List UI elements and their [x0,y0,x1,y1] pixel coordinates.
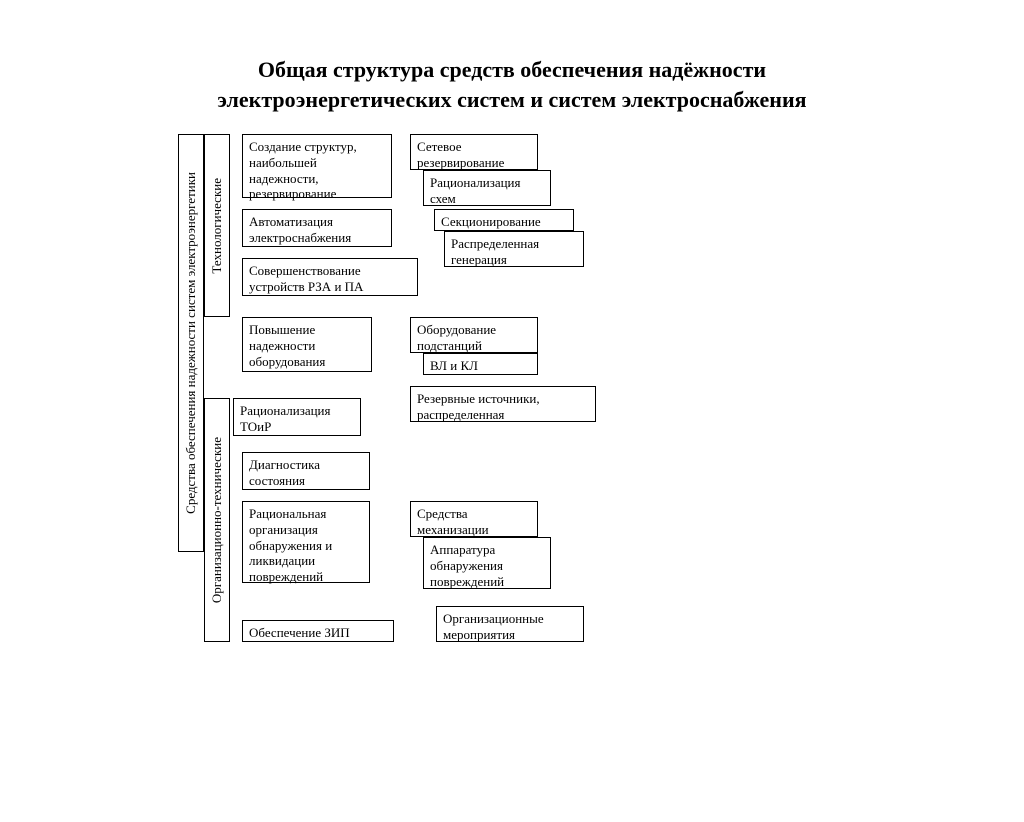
vlabel-text-tech: Технологические [209,178,225,274]
vlabel-orgtech: Организационно-технические [204,398,230,642]
vlabel-tech: Технологические [204,134,230,317]
box-b1: Сетевое резервирование [410,134,538,170]
title-line-1: Общая структура средств обеспечения надё… [258,57,766,82]
box-a3: Совершенствование устройств РЗА и ПА [242,258,418,296]
box-a6: Диагностика состояния [242,452,370,490]
box-d2: Аппаратура обнаружения повреждений [423,537,551,589]
title-line-2: электроэнергетических систем и систем эл… [217,87,806,112]
box-b4: Распределенная генерация [444,231,584,267]
box-b2: Рационализация схем [423,170,551,206]
box-a4: Повышение надежности оборудования [242,317,372,372]
page-title: Общая структура средств обеспечения надё… [0,55,1024,114]
box-a2: Автоматизация электроснабжения [242,209,392,247]
box-c3: Резервные источники, распределенная [410,386,596,422]
box-c1: Оборудование подстанций [410,317,538,353]
box-d3: Организационные мероприятия [436,606,584,642]
vlabel-text-root: Средства обеспечения надежности систем э… [183,172,199,514]
box-a8: Обеспечение ЗИП [242,620,394,642]
vlabel-text-orgtech: Организационно-технические [209,437,225,603]
box-b3: Секционирование [434,209,574,231]
box-a7: Рациональная организация обнаружения и л… [242,501,370,583]
structure-diagram: Средства обеспечения надежности систем э… [178,134,858,694]
vlabel-root: Средства обеспечения надежности систем э… [178,134,204,552]
box-c2: ВЛ и КЛ [423,353,538,375]
box-d1: Средства механизации [410,501,538,537]
box-a1: Создание структур, наибольшей надежности… [242,134,392,198]
box-a5: Рационализация ТОиР [233,398,361,436]
